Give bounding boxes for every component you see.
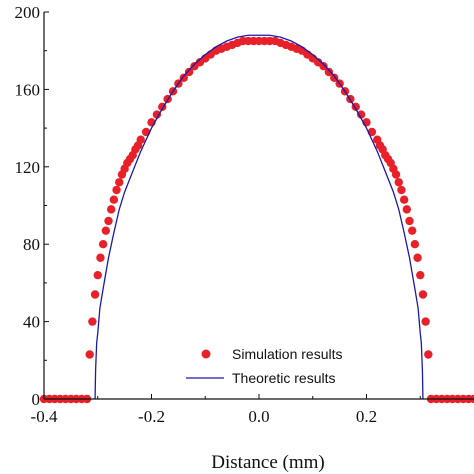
sim-point: [106, 205, 116, 214]
y-tick-label: 120: [15, 158, 41, 177]
sim-point: [90, 290, 100, 299]
sim-point: [421, 317, 430, 326]
sim-point: [413, 253, 422, 262]
y-tick-label: 40: [23, 313, 40, 332]
sim-point: [109, 195, 119, 204]
sim-point: [324, 67, 334, 77]
sim-point: [101, 226, 111, 235]
sim-point: [391, 170, 401, 179]
sim-point: [85, 350, 94, 359]
sim-point: [152, 110, 162, 119]
x-tick-label: -0.4: [31, 407, 58, 426]
y-tick-label: 0: [32, 390, 41, 409]
legend-label-simulation: Simulation results: [232, 346, 343, 362]
axes: 0 40 80 120 160 200 -0.4 -0.2 0.0 0.2: [15, 3, 474, 426]
sim-point: [112, 185, 121, 195]
x-tick-label: 0.2: [356, 407, 377, 426]
x-tick-label: 0.0: [248, 407, 269, 426]
sim-point: [418, 290, 428, 299]
y-tick-label: 80: [23, 235, 40, 254]
legend: Simulation results Theoretic results: [186, 346, 343, 386]
sim-point: [402, 205, 412, 214]
sim-point: [416, 270, 425, 280]
sim-point: [96, 253, 105, 262]
sim-point: [136, 135, 145, 144]
sim-point: [407, 226, 417, 235]
sim-point: [399, 195, 409, 204]
theoretic-line: [94, 34, 424, 400]
sim-point: [424, 350, 433, 359]
sim-point: [397, 185, 406, 195]
sim-point: [394, 178, 403, 187]
sim-point: [88, 317, 97, 326]
sim-point: [356, 110, 366, 119]
plot-area: [39, 34, 474, 404]
sim-point: [319, 61, 328, 71]
sim-point: [405, 216, 414, 226]
sim-point: [410, 240, 420, 249]
sim-point: [98, 240, 108, 249]
y-tick-label: 160: [15, 80, 41, 99]
sim-point: [104, 216, 113, 226]
legend-label-theoretic: Theoretic results: [232, 370, 335, 386]
sim-point: [184, 67, 194, 77]
legend-marker-simulation: [201, 349, 211, 359]
sim-point: [115, 178, 124, 187]
sim-point: [93, 270, 102, 280]
x-axis-title: Distance (mm): [211, 452, 324, 473]
y-tick-label: 200: [15, 3, 41, 22]
x-tick-label: -0.2: [138, 407, 165, 426]
